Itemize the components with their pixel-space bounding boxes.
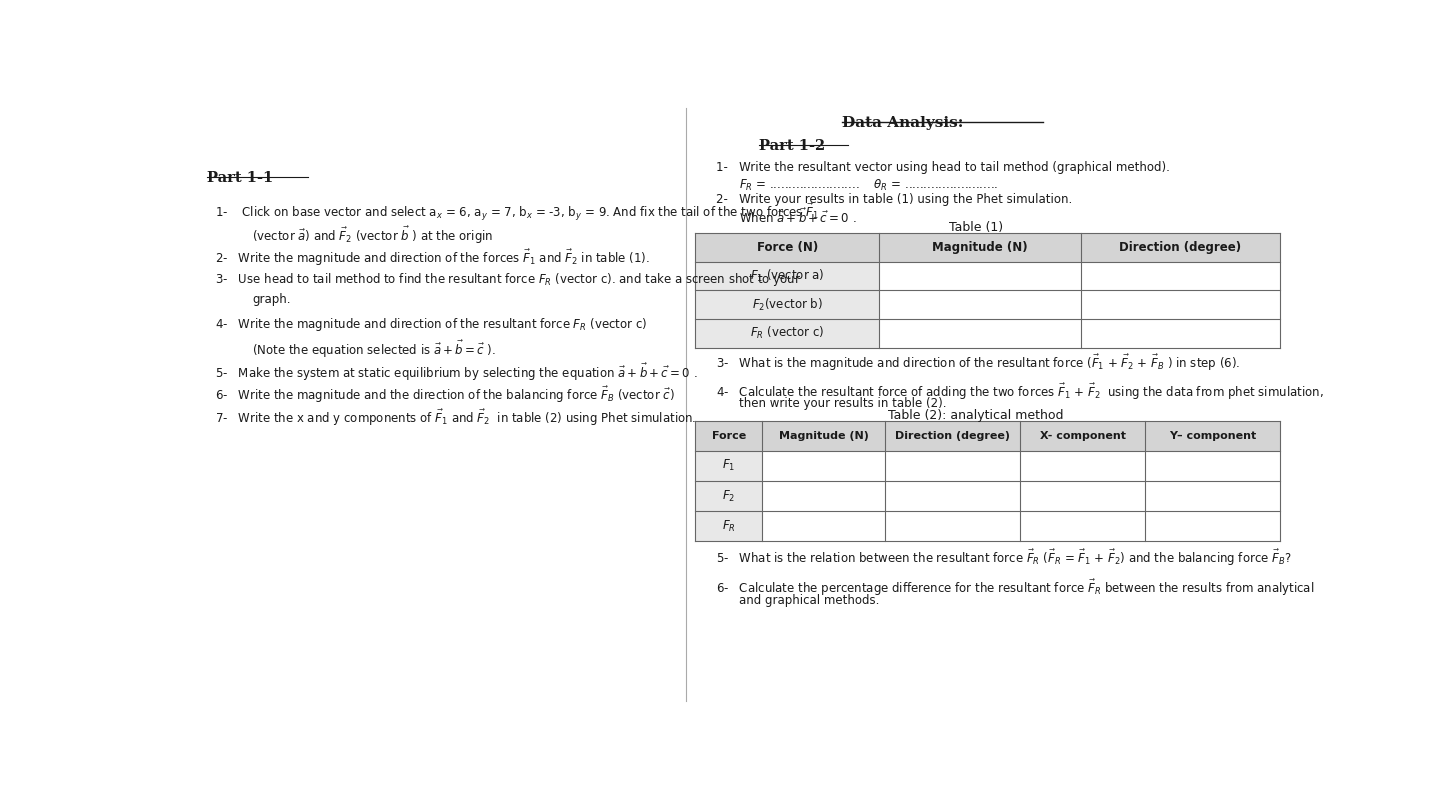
Text: 7-   Write the x and y components of $\vec{F}_1$ and $\vec{F}_2$  in table (2) u: 7- Write the x and y components of $\vec… <box>216 408 697 428</box>
Text: 5-   Make the system at static equilibrium by selecting the equation $\vec{a}+\v: 5- Make the system at static equilibrium… <box>216 362 698 383</box>
Text: $F_2$(vector b): $F_2$(vector b) <box>752 296 823 313</box>
Text: 1-    Click on base vector and select a$_x$ = 6, a$_y$ = 7, b$_x$ = -3, b$_y$ = : 1- Click on base vector and select a$_x$… <box>216 202 819 223</box>
Text: (vector $\vec{a}$) and $\vec{F}_2$ (vector $\vec{b}$ ) at the origin: (vector $\vec{a}$) and $\vec{F}_2$ (vect… <box>251 225 493 246</box>
Text: then write your results in table (2).: then write your results in table (2). <box>739 397 946 410</box>
Bar <box>696 262 879 291</box>
Text: $F_R$ = ........................    $\theta_R$ = .........................: $F_R$ = ........................ $\theta… <box>739 178 999 192</box>
Text: $F_1$ (vector a): $F_1$ (vector a) <box>750 268 825 284</box>
Text: When $\vec{a}+\vec{b}+\vec{c}=0$ .: When $\vec{a}+\vec{b}+\vec{c}=0$ . <box>739 208 856 227</box>
Text: Y– component: Y– component <box>1170 431 1256 441</box>
Text: Data Analysis:: Data Analysis: <box>842 116 964 130</box>
Bar <box>696 319 879 348</box>
Text: (Note the equation selected is $\vec{a}+\vec{b}=\vec{c}$ ).: (Note the equation selected is $\vec{a}+… <box>251 339 496 360</box>
Text: Magnitude (N): Magnitude (N) <box>933 241 1027 254</box>
Text: and graphical methods.: and graphical methods. <box>739 594 879 607</box>
Text: 2-   Write the magnitude and direction of the forces $\vec{F}_1$ and $\vec{F}_2$: 2- Write the magnitude and direction of … <box>216 248 650 268</box>
Bar <box>696 511 763 541</box>
Text: $F_1$: $F_1$ <box>723 458 736 473</box>
Bar <box>696 233 1280 262</box>
Text: Force (N): Force (N) <box>757 241 818 254</box>
Text: $F_2$: $F_2$ <box>723 489 736 504</box>
Text: $F_R$: $F_R$ <box>721 519 736 534</box>
Text: X- component: X- component <box>1039 431 1125 441</box>
Text: Part 1-2: Part 1-2 <box>759 139 825 153</box>
Text: 1-   Write the resultant vector using head to tail method (graphical method).: 1- Write the resultant vector using head… <box>717 161 1170 174</box>
Text: graph.: graph. <box>251 293 290 307</box>
Text: 2-   Write your results in table (1) using the Phet simulation.: 2- Write your results in table (1) using… <box>717 193 1072 206</box>
Text: Direction (degree): Direction (degree) <box>1119 241 1242 254</box>
Text: $F_R$ (vector c): $F_R$ (vector c) <box>750 325 825 341</box>
Text: 3-   Use head to tail method to find the resultant force $F_R$ (vector c). and t: 3- Use head to tail method to find the r… <box>216 271 802 288</box>
Text: Direction (degree): Direction (degree) <box>895 431 1010 441</box>
Bar <box>696 481 763 511</box>
Text: 3-   What is the magnitude and direction of the resultant force ($\vec{F}_1$ + $: 3- What is the magnitude and direction o… <box>717 352 1240 372</box>
Text: 4-   Calculate the resultant force of adding the two forces $\vec{F}_1$ + $\vec{: 4- Calculate the resultant force of addi… <box>717 382 1323 401</box>
Bar <box>696 451 763 481</box>
Text: Table (1): Table (1) <box>948 221 1003 235</box>
Text: Force: Force <box>711 431 746 441</box>
Bar <box>696 291 879 319</box>
Bar <box>696 421 1280 451</box>
Text: 6-   Write the magnitude and the direction of the balancing force $\vec{F}_B$ (v: 6- Write the magnitude and the direction… <box>216 384 675 405</box>
Text: Table (2): analytical method: Table (2): analytical method <box>888 409 1063 422</box>
Text: 5-   What is the relation between the resultant force $\vec{F}_R$ ($\vec{F}_R$ =: 5- What is the relation between the resu… <box>717 548 1292 568</box>
Text: Part 1-1: Part 1-1 <box>207 171 273 185</box>
Text: 6-   Calculate the percentage difference for the resultant force $\vec{F}_R$ bet: 6- Calculate the percentage difference f… <box>717 578 1315 598</box>
Text: Magnitude (N): Magnitude (N) <box>779 431 869 441</box>
Text: 4-   Write the magnitude and direction of the resultant force $F_R$ (vector c): 4- Write the magnitude and direction of … <box>216 316 648 333</box>
